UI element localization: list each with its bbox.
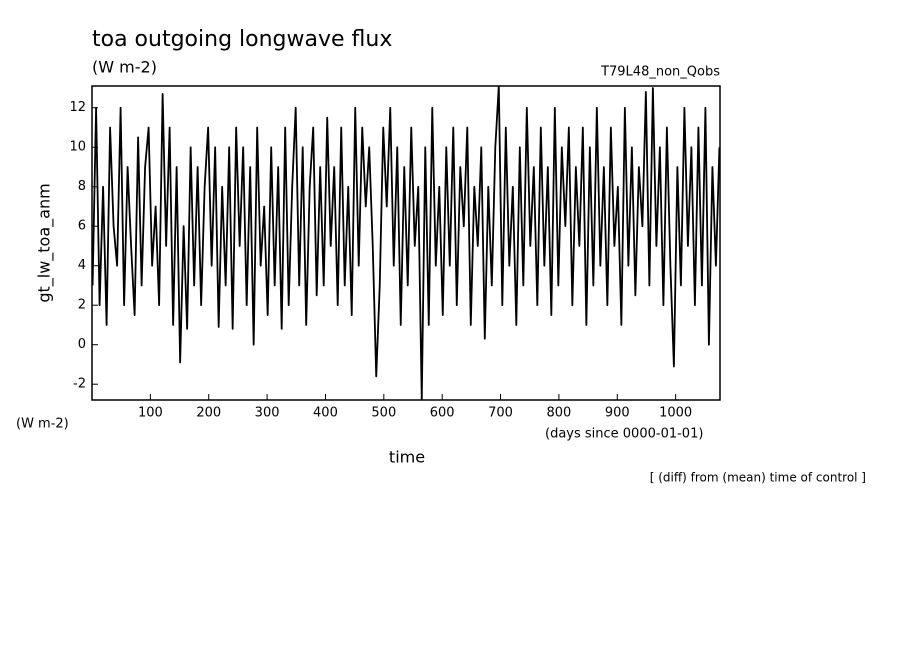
- chart-title: toa outgoing longwave flux: [92, 27, 392, 52]
- x-tick-label: 200: [196, 406, 221, 421]
- x-axis-label: time: [389, 448, 425, 467]
- data-line: [92, 86, 720, 400]
- x-units: (days since 0000-01-01): [545, 427, 703, 442]
- y-tick-label: 4: [78, 258, 86, 273]
- x-tick-label: 100: [138, 406, 163, 421]
- x-tick-label: 500: [371, 406, 396, 421]
- x-tick-label: 400: [313, 406, 338, 421]
- x-tick-label: 800: [547, 406, 572, 421]
- x-tick-label: 900: [605, 406, 630, 421]
- annotation: [ (diff) from (mean) time of control ]: [650, 471, 866, 485]
- y-tick-label: -2: [73, 377, 86, 392]
- x-tick-label: 300: [255, 406, 280, 421]
- y-tick-label: 8: [78, 179, 86, 194]
- chart-subtitle: (W m-2): [92, 58, 157, 77]
- y-tick-label: 2: [78, 298, 86, 313]
- y-tick-label: 10: [69, 140, 86, 155]
- x-tick-label: 1000: [659, 406, 692, 421]
- y-axis-label: gt_lw_toa_anm: [35, 183, 55, 302]
- y-tick-label: 6: [78, 219, 86, 234]
- plot-frame: [91, 85, 721, 401]
- x-tick-label: 600: [430, 406, 455, 421]
- run-label: T79L48_non_Qobs: [600, 65, 720, 80]
- y-tick-label: 0: [78, 337, 86, 352]
- y-tick-label: 12: [69, 100, 86, 115]
- x-tick-label: 700: [488, 406, 513, 421]
- y-units: (W m-2): [16, 417, 69, 432]
